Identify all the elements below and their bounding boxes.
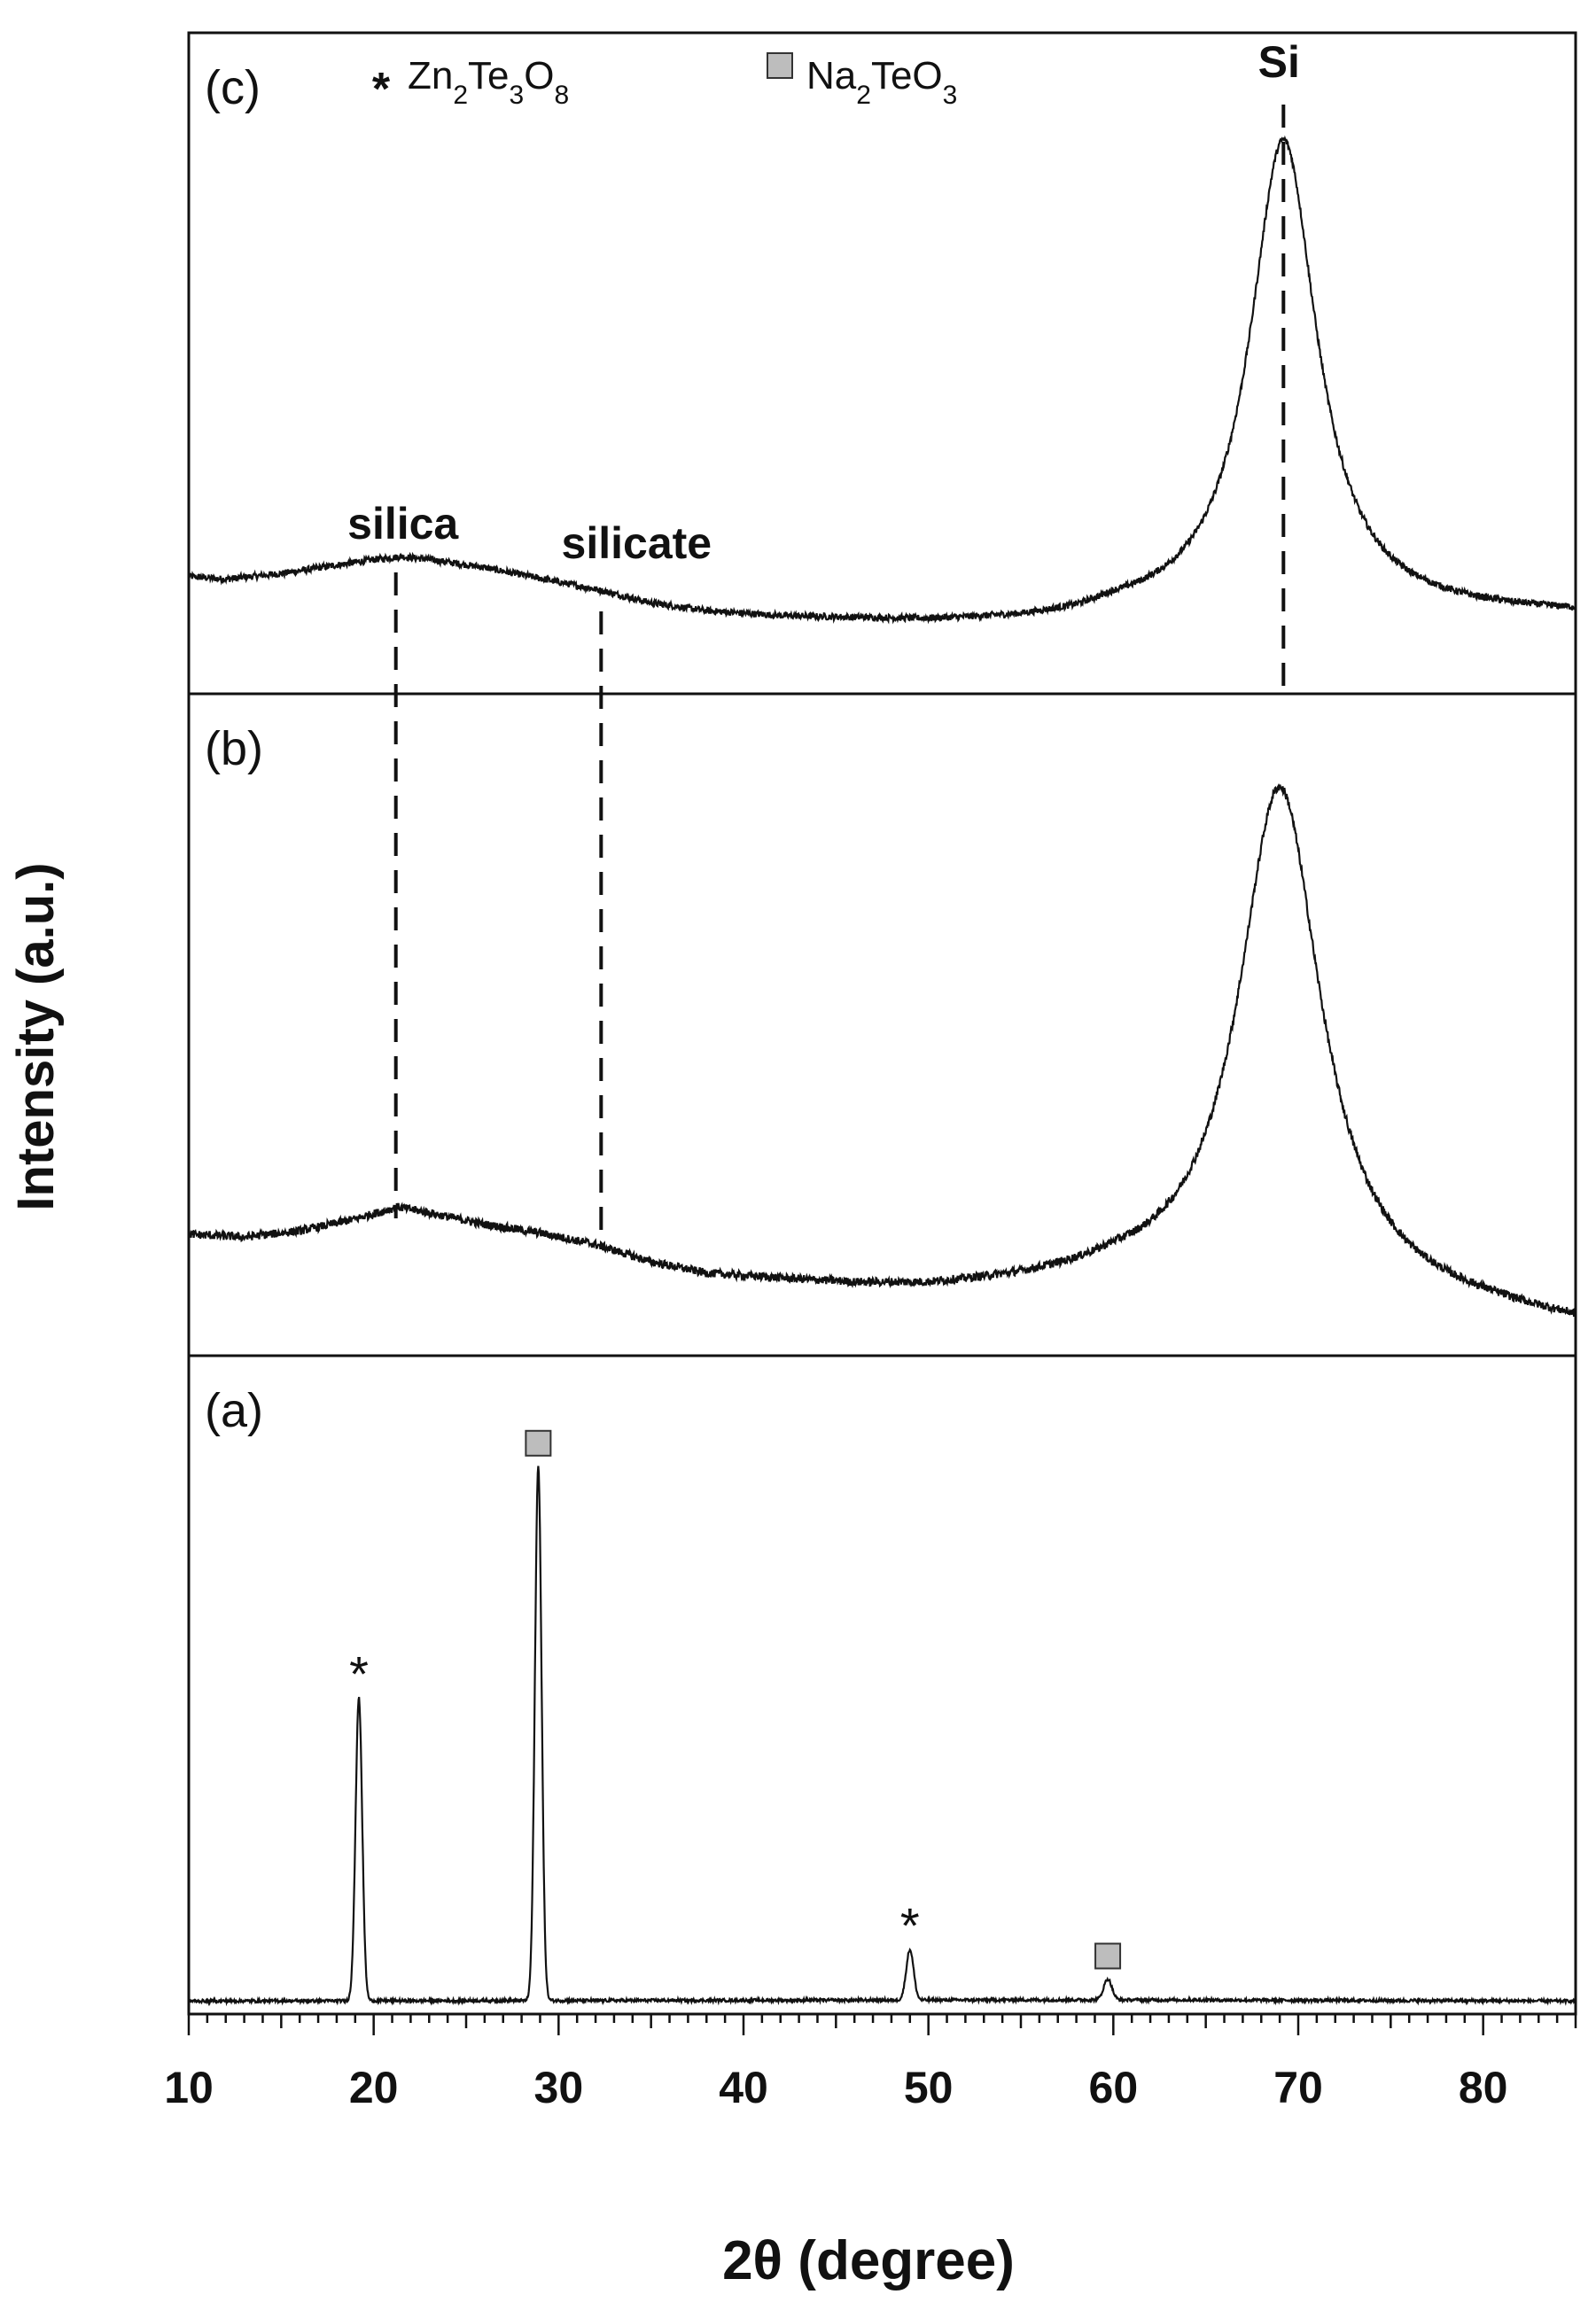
zn2te3o8-marker: *	[900, 1897, 920, 1953]
legend-square-symbol	[767, 52, 793, 79]
x-axis: 10 20 30 40 50 60 70 80	[164, 2012, 1577, 2112]
x-tick-label: 50	[904, 2063, 954, 2112]
series-line	[187, 1466, 1577, 2007]
legend: * Zn2Te3O8 Na2TeO3	[372, 52, 957, 115]
annotation-Si: Si	[1258, 37, 1300, 87]
series-line	[187, 782, 1577, 1318]
annotation-silica: silica	[347, 499, 459, 548]
panels-group: (c) silica silicate Si (b) (a) * *	[187, 31, 1577, 2016]
x-tick-label: 70	[1273, 2063, 1323, 2112]
panel-a: (a) * *	[187, 1354, 1577, 2016]
annotation-silicate: silicate	[562, 518, 712, 568]
legend-star-symbol: *	[372, 64, 391, 115]
panel-label: (b)	[205, 722, 263, 775]
y-axis-title: Intensity (a.u.)	[7, 862, 65, 1210]
legend-label: Zn2Te3O8	[408, 54, 569, 110]
legend-label: Na2TeO3	[806, 54, 957, 110]
legend-item-na2teo3: Na2TeO3	[767, 52, 957, 110]
x-tick-label: 80	[1459, 2063, 1508, 2112]
x-tick-label: 60	[1089, 2063, 1139, 2112]
x-tick-label: 10	[164, 2063, 214, 2112]
reference-lines	[393, 105, 1286, 1249]
legend-item-zn2te3o8: * Zn2Te3O8	[372, 54, 569, 115]
zn2te3o8-marker: *	[349, 1645, 369, 1701]
panel-label: (c)	[205, 61, 261, 114]
na2teo3-marker	[1094, 1942, 1122, 1970]
x-tick-label: 20	[349, 2063, 399, 2112]
x-tick-label: 30	[534, 2063, 584, 2112]
x-tick-label: 40	[719, 2063, 768, 2112]
series-line	[187, 135, 1577, 625]
panel-label: (a)	[205, 1384, 263, 1437]
na2teo3-marker	[525, 1429, 552, 1457]
x-axis-title: 2θ (degree)	[722, 2230, 1015, 2291]
panel-frame	[187, 1354, 1577, 2016]
